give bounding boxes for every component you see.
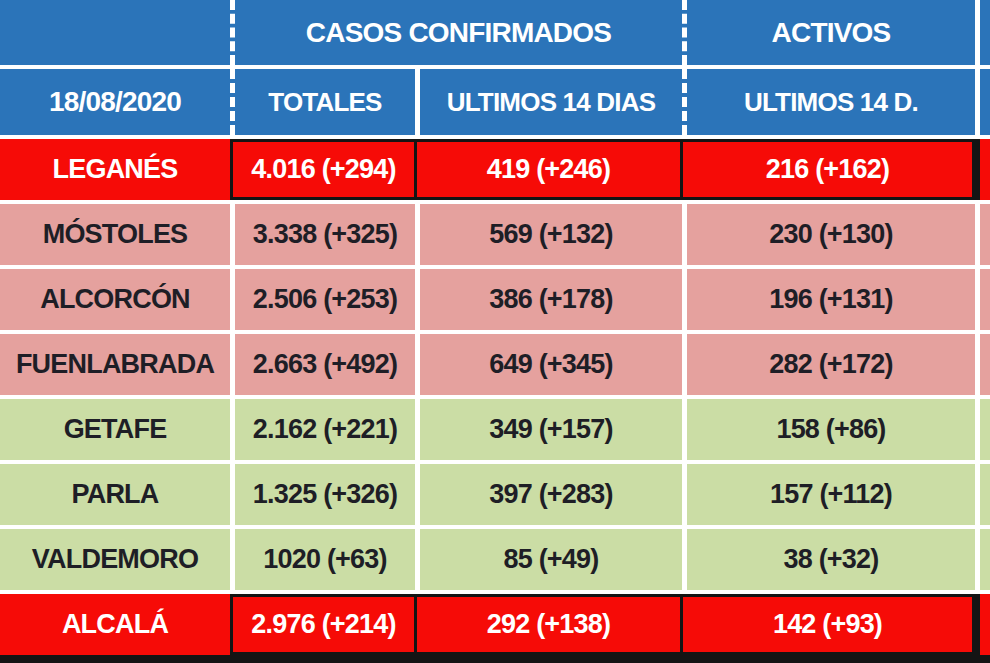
last14-cell: 649 (+345) bbox=[415, 334, 682, 395]
table-row-valdemoro: VALDEMORO 1020 (+63) 85 (+49) 38 (+32) bbox=[0, 529, 990, 590]
last14-cell: 419 (+246) bbox=[417, 142, 680, 197]
municipality-cell: GETAFE bbox=[0, 399, 230, 460]
col-header-ultimos-14-d: ULTIMOS 14 D. bbox=[682, 69, 975, 135]
selection-outline: 2.976 (+214) 292 (+138) 142 (+93) bbox=[230, 594, 975, 655]
municipality-cell: ALCALÁ bbox=[0, 594, 230, 655]
edge-column-cell bbox=[975, 204, 990, 265]
active14-cell: 282 (+172) bbox=[682, 334, 975, 395]
edge-column-cell bbox=[975, 464, 990, 525]
col-header-totales: TOTALES bbox=[230, 69, 415, 135]
header-casos-confirmados: CASOS CONFIRMADOS bbox=[230, 0, 682, 65]
last14-cell: 569 (+132) bbox=[415, 204, 682, 265]
totales-cell: 3.338 (+325) bbox=[230, 204, 415, 265]
totales-cell: 2.506 (+253) bbox=[230, 269, 415, 330]
header-activos: ACTIVOS bbox=[682, 0, 975, 65]
edge-column-cell bbox=[975, 334, 990, 395]
header-columns-row: 18/08/2020 TOTALES ULTIMOS 14 DIAS ULTIM… bbox=[0, 69, 990, 135]
totales-cell: 1.325 (+326) bbox=[230, 464, 415, 525]
edge-column-cell bbox=[975, 594, 990, 655]
active14-cell: 157 (+112) bbox=[682, 464, 975, 525]
totales-cell: 2.162 (+221) bbox=[230, 399, 415, 460]
edge-column-header bbox=[975, 0, 990, 65]
municipality-cell: VALDEMORO bbox=[0, 529, 230, 590]
municipality-cell: ALCORCÓN bbox=[0, 269, 230, 330]
totales-cell: 4.016 (+294) bbox=[233, 142, 414, 197]
edge-column-cell bbox=[975, 399, 990, 460]
table-row-leganes: LEGANÉS 4.016 (+294) 419 (+246) 216 (+16… bbox=[0, 139, 990, 200]
covid-municipality-table: CASOS CONFIRMADOS ACTIVOS 18/08/2020 TOT… bbox=[0, 0, 990, 663]
header-group-row: CASOS CONFIRMADOS ACTIVOS bbox=[0, 0, 990, 65]
last14-cell: 386 (+178) bbox=[415, 269, 682, 330]
active14-cell: 38 (+32) bbox=[682, 529, 975, 590]
totales-cell: 2.663 (+492) bbox=[230, 334, 415, 395]
totales-cell: 2.976 (+214) bbox=[233, 597, 414, 652]
selection-outline: 4.016 (+294) 419 (+246) 216 (+162) bbox=[230, 139, 975, 200]
edge-column-header2 bbox=[975, 69, 990, 135]
active14-cell: 158 (+86) bbox=[682, 399, 975, 460]
edge-column-cell bbox=[975, 139, 990, 200]
date-cell: 18/08/2020 bbox=[0, 69, 230, 135]
last14-cell: 85 (+49) bbox=[415, 529, 682, 590]
active14-cell: 216 (+162) bbox=[683, 142, 972, 197]
table-row-mostoles: MÓSTOLES 3.338 (+325) 569 (+132) 230 (+1… bbox=[0, 204, 990, 265]
municipality-cell: LEGANÉS bbox=[0, 139, 230, 200]
table-row-parla: PARLA 1.325 (+326) 397 (+283) 157 (+112) bbox=[0, 464, 990, 525]
municipality-cell: MÓSTOLES bbox=[0, 204, 230, 265]
header-corner-spacer bbox=[0, 0, 230, 65]
edge-column-cell bbox=[975, 529, 990, 590]
active14-cell: 142 (+93) bbox=[683, 597, 972, 652]
totales-cell: 1020 (+63) bbox=[230, 529, 415, 590]
municipality-cell: PARLA bbox=[0, 464, 230, 525]
active14-cell: 230 (+130) bbox=[682, 204, 975, 265]
active14-cell: 196 (+131) bbox=[682, 269, 975, 330]
table-row-getafe: GETAFE 2.162 (+221) 349 (+157) 158 (+86) bbox=[0, 399, 990, 460]
table-row-alcorcon: ALCORCÓN 2.506 (+253) 386 (+178) 196 (+1… bbox=[0, 269, 990, 330]
last14-cell: 397 (+283) bbox=[415, 464, 682, 525]
table-row-alcala: ALCALÁ 2.976 (+214) 292 (+138) 142 (+93) bbox=[0, 594, 990, 655]
municipality-cell: FUENLABRADA bbox=[0, 334, 230, 395]
table-row-fuenlabrada: FUENLABRADA 2.663 (+492) 649 (+345) 282 … bbox=[0, 334, 990, 395]
last14-cell: 349 (+157) bbox=[415, 399, 682, 460]
edge-column-cell bbox=[975, 269, 990, 330]
col-header-ultimos-14-dias: ULTIMOS 14 DIAS bbox=[415, 69, 682, 135]
last14-cell: 292 (+138) bbox=[417, 597, 680, 652]
